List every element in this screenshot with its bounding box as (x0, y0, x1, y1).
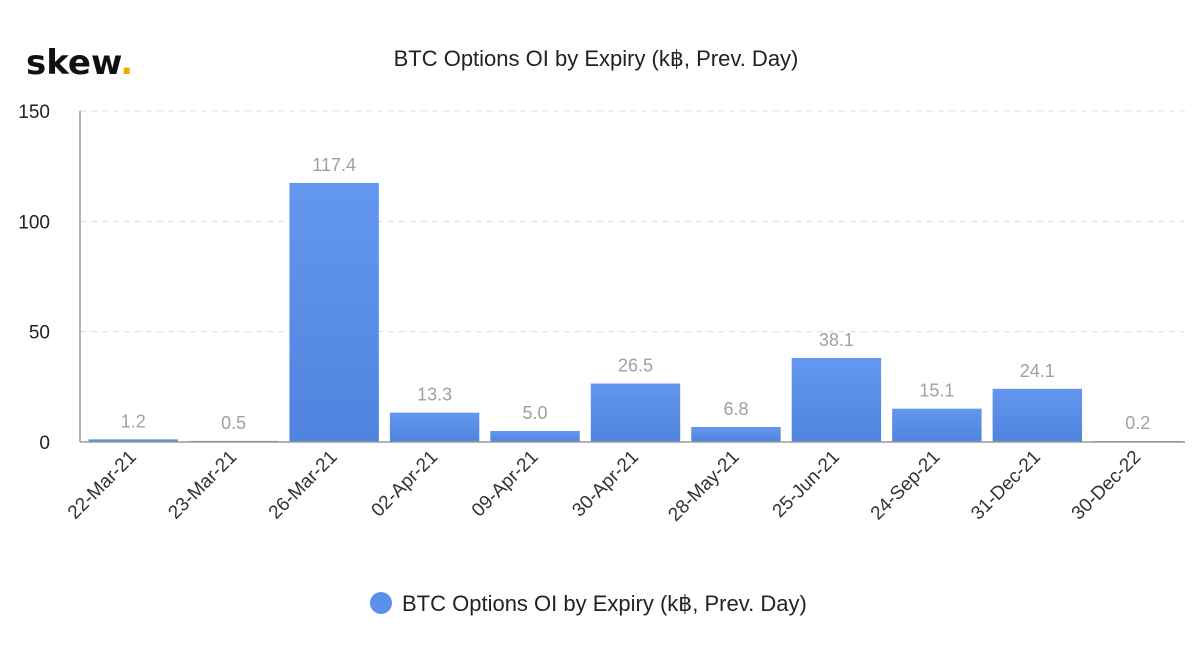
data-label: 24.1 (1020, 361, 1055, 381)
bars-layer (88, 182, 1183, 443)
data-label: 1.2 (121, 411, 146, 431)
brand-dot: . (120, 43, 133, 83)
x-tick-label: 25-Jun-21 (769, 447, 844, 522)
y-tick-label: 100 (18, 212, 50, 233)
data-labels-layer: 1.2 0.5 117.4 13.3 5.0 26.5 6.8 38.1 15.1 24.1 0.2 (121, 155, 1151, 433)
x-tick-label: 09-Apr-21 (468, 447, 543, 522)
x-tick-label: 30-Apr-21 (568, 447, 643, 522)
brand-name-text: skew (26, 43, 122, 83)
brand-name: skew. (26, 43, 133, 83)
data-label: 15.1 (919, 381, 954, 401)
bar-22-mar-21[interactable] (88, 439, 178, 442)
data-label: 117.4 (312, 155, 356, 175)
data-label: 0.2 (1125, 413, 1150, 433)
legend-label: BTC Options OI by Expiry (k฿, Prev. Day) (402, 591, 807, 616)
y-axis-ticks: 0 50 100 150 (18, 102, 50, 454)
y-tick-label: 50 (29, 323, 50, 344)
x-axis-ticks: 22-Mar-21 23-Mar-21 26-Mar-21 02-Apr-21 09-A… (64, 447, 1145, 526)
x-tick-label: 28-May-21 (664, 447, 743, 526)
y-tick-label: 150 (18, 102, 50, 123)
chart-title: BTC Options OI by Expiry (k฿, Prev. Day) (394, 46, 799, 71)
legend-marker (370, 592, 392, 614)
data-label: 38.1 (819, 330, 854, 350)
data-label: 0.5 (221, 413, 246, 433)
x-tick-label: 30-Dec-22 (1068, 447, 1146, 525)
data-label: 6.8 (723, 399, 748, 419)
y-tick-label: 0 (39, 433, 50, 454)
bar-25-jun-21[interactable] (791, 357, 882, 442)
bar-28-may-21[interactable] (691, 426, 781, 442)
data-label: 26.5 (618, 356, 653, 376)
x-tick-label: 02-Apr-21 (368, 447, 443, 522)
x-tick-label: 31-Dec-21 (967, 447, 1045, 525)
axis-layer (79, 111, 1185, 443)
x-tick-label: 24-Sep-21 (867, 447, 945, 525)
x-tick-label: 23-Mar-21 (164, 447, 241, 524)
x-tick-label: 26-Mar-21 (265, 447, 342, 524)
data-label: 5.0 (523, 403, 548, 423)
legend[interactable]: BTC Options OI by Expiry (k฿, Prev. Day) (370, 591, 807, 616)
bar-24-sep-21[interactable] (892, 408, 982, 442)
bar-26-mar-21[interactable] (289, 182, 379, 443)
data-label: 13.3 (417, 385, 452, 405)
bar-30-apr-21[interactable] (590, 383, 681, 442)
x-tick-label: 22-Mar-21 (64, 447, 141, 524)
grid-layer (80, 110, 1185, 333)
bar-09-apr-21[interactable] (490, 430, 580, 442)
bar-31-dec-21[interactable] (992, 388, 1083, 442)
brand-logo: skew. (26, 43, 133, 83)
bar-02-apr-21[interactable] (389, 412, 480, 442)
